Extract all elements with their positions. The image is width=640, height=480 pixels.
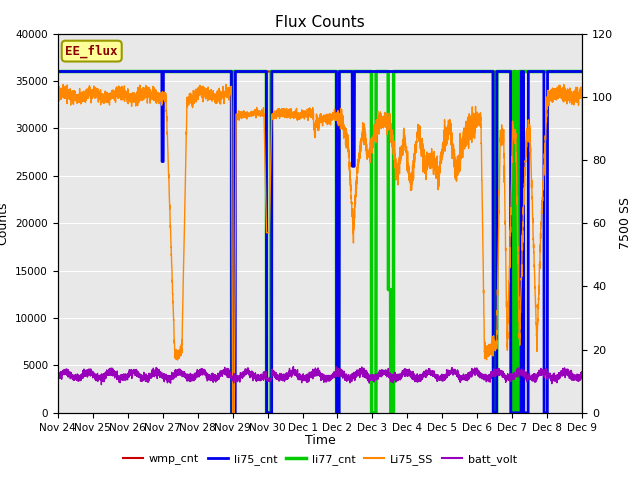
Y-axis label: Counts: Counts	[0, 202, 10, 245]
Text: EE_flux: EE_flux	[65, 45, 118, 58]
Legend: wmp_cnt, li75_cnt, li77_cnt, Li75_SS, batt_volt: wmp_cnt, li75_cnt, li77_cnt, Li75_SS, ba…	[119, 450, 521, 469]
Y-axis label: 7500 SS: 7500 SS	[619, 197, 632, 249]
X-axis label: Time: Time	[305, 434, 335, 447]
Title: Flux Counts: Flux Counts	[275, 15, 365, 30]
